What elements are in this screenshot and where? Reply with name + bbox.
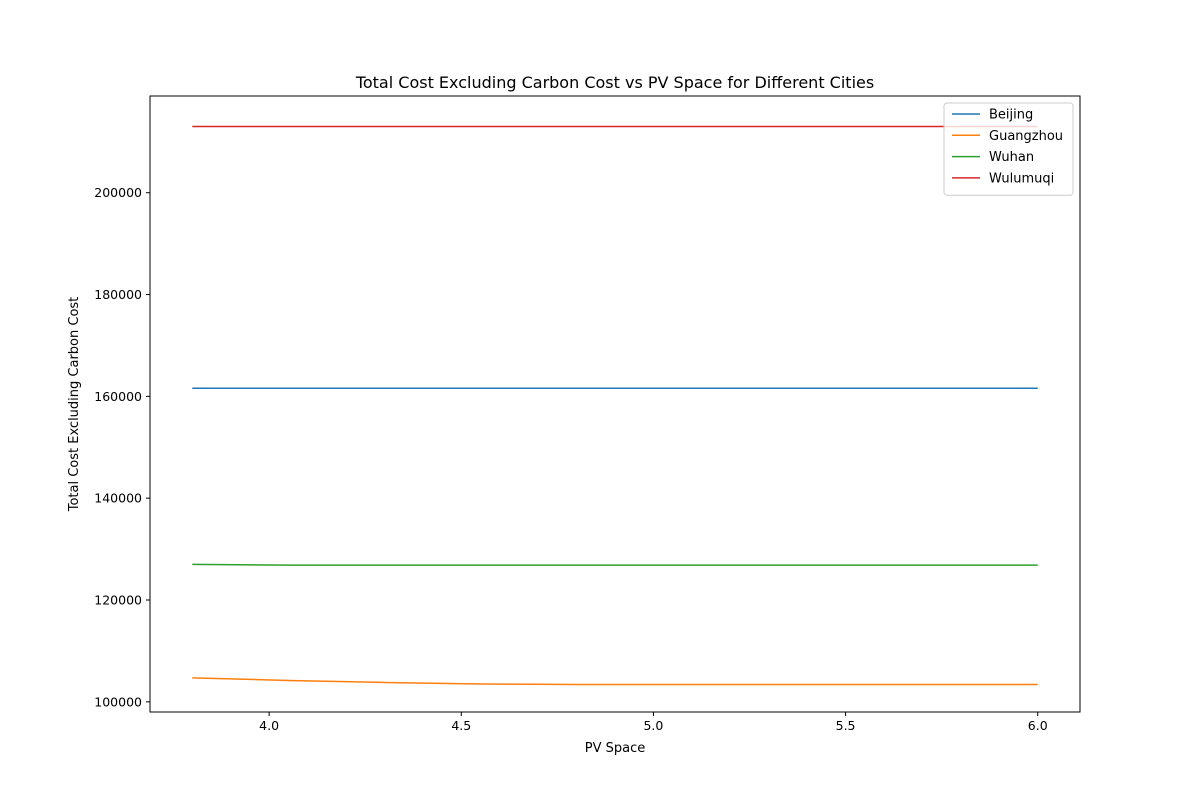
chart-title: Total Cost Excluding Carbon Cost vs PV S… [355,73,874,92]
x-tick-label: 4.0 [259,718,279,733]
legend-label-wuhan: Wuhan [989,150,1034,165]
y-tick-label: 180000 [94,287,142,302]
legend-box [943,102,1074,196]
y-tick-label: 160000 [94,389,142,404]
y-axis-ticks: 100000 120000 140000 160000 180000 200000 [94,185,150,709]
legend-label-wulumuqi: Wulumuqi [989,171,1054,186]
plot-lines [192,125,1038,686]
y-tick-label: 120000 [94,593,142,608]
legend-label-guangzhou: Guangzhou [989,129,1063,144]
y-tick-label: 140000 [94,491,142,506]
x-axis-label: PV Space [585,741,645,756]
y-axis-label: Total Cost Excluding Carbon Cost [67,297,82,513]
legend-label-beijing: Beijing [989,108,1033,123]
x-tick-label: 5.0 [643,718,663,733]
x-tick-label: 4.5 [451,718,471,733]
y-tick-label: 100000 [94,694,142,709]
x-axis-ticks: 4.0 4.5 5.0 5.5 6.0 [259,712,1048,733]
plot-frame [149,95,1081,713]
y-tick-label: 200000 [94,185,142,200]
series-line-guangzhou [192,677,1038,686]
legend: Beijing Guangzhou Wuhan Wulumuqi [943,102,1074,196]
x-tick-label: 5.5 [836,718,856,733]
series-line-wuhan [192,563,1038,566]
x-tick-label: 6.0 [1028,718,1048,733]
